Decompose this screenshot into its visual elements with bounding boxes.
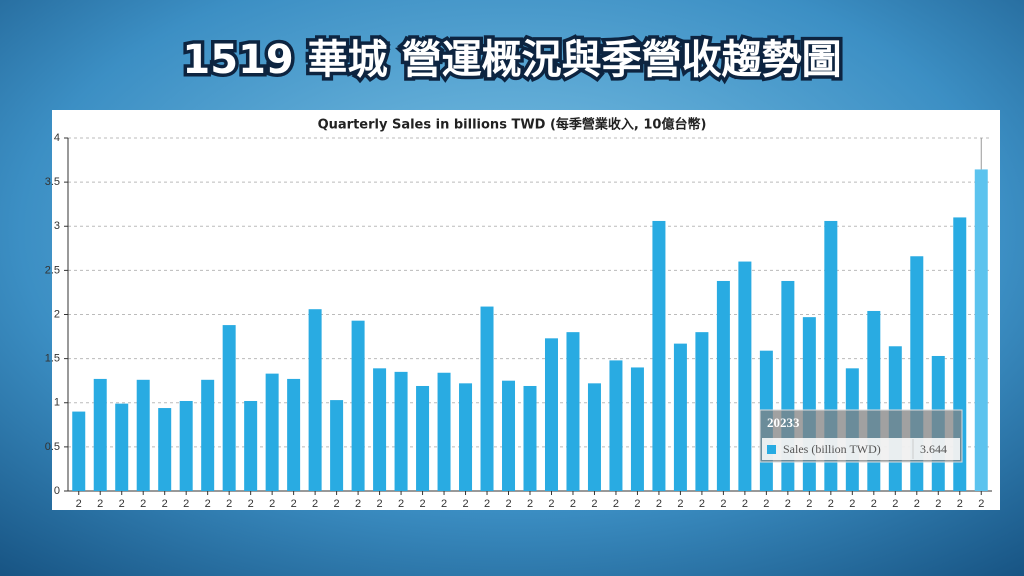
bar (974, 169, 988, 492)
x-tick-label: 2 (226, 498, 232, 510)
y-tick-label: 3.5 (45, 176, 60, 188)
bar (738, 261, 752, 491)
x-tick-label: 2 (119, 498, 125, 510)
bar (523, 385, 537, 491)
y-tick-label: 0.5 (45, 441, 60, 453)
bar (115, 403, 129, 491)
y-tick-label: 1 (54, 397, 60, 409)
x-tick-label: 2 (183, 498, 189, 510)
x-tick-label: 2 (377, 498, 383, 510)
bar (566, 332, 580, 491)
bar (308, 309, 322, 491)
x-tick-label: 2 (892, 498, 898, 510)
x-tick-label: 2 (462, 498, 468, 510)
bar (330, 400, 344, 491)
x-tick-label: 2 (162, 498, 168, 510)
x-tick-label: 2 (785, 498, 791, 510)
x-tick-label: 2 (978, 498, 984, 510)
bar (437, 372, 451, 491)
x-tick-label: 2 (398, 498, 404, 510)
x-tick-label: 2 (742, 498, 748, 510)
banner-title: 1519 華城 營運概況與季營收趨勢圖 (182, 37, 841, 83)
x-tick-label: 2 (763, 498, 769, 510)
bar (459, 383, 473, 491)
x-tick-label: 2 (613, 498, 619, 510)
bar (93, 378, 107, 491)
x-tick-label: 2 (935, 498, 941, 510)
tooltip-swatch (767, 445, 776, 454)
x-tick-label: 2 (806, 498, 812, 510)
bar (416, 385, 430, 491)
x-tick-label: 2 (656, 498, 662, 510)
bar (695, 332, 709, 491)
x-tick-label: 2 (957, 498, 963, 510)
x-tick-label: 2 (548, 498, 554, 510)
x-tick-label: 2 (484, 498, 490, 510)
x-tick-label: 2 (97, 498, 103, 510)
bar (244, 400, 258, 491)
x-tick-label: 2 (871, 498, 877, 510)
bar (630, 367, 644, 491)
bar (351, 320, 365, 491)
bar (673, 343, 687, 491)
x-tick-label: 2 (334, 498, 340, 510)
x-tick-label: 2 (441, 498, 447, 510)
x-tick-label: 2 (291, 498, 297, 510)
bar (502, 380, 516, 491)
tooltip-row (762, 438, 960, 460)
x-tick-label: 2 (849, 498, 855, 510)
bar (867, 310, 881, 491)
y-tick-label: 1.5 (45, 353, 60, 365)
bar (201, 379, 215, 491)
bar (287, 378, 301, 491)
bar (394, 371, 408, 491)
x-tick-label: 2 (720, 498, 726, 510)
x-tick-label: 2 (505, 498, 511, 510)
x-tick-label: 2 (76, 498, 82, 510)
bar (373, 368, 387, 491)
x-tick-label: 2 (699, 498, 705, 510)
bar (480, 306, 494, 491)
x-tick-label: 2 (570, 498, 576, 510)
bar (158, 408, 172, 491)
x-tick-label: 2 (677, 498, 683, 510)
tooltip-title: 20233 (767, 415, 800, 430)
x-tick-label: 2 (205, 498, 211, 510)
x-tick-label: 2 (591, 498, 597, 510)
x-tick-label: 2 (312, 498, 318, 510)
x-tick-label: 2 (527, 498, 533, 510)
x-tick-label: 2 (914, 498, 920, 510)
chart-title: Quarterly Sales in billions TWD (每季營業收入,… (318, 117, 707, 133)
x-tick-label: 2 (355, 498, 361, 510)
bar (716, 280, 730, 491)
bar (587, 383, 601, 491)
bar (179, 400, 193, 491)
bar (609, 360, 623, 491)
y-tick-label: 2 (54, 308, 60, 320)
tooltip-value: 3.644 (920, 442, 947, 456)
y-tick-label: 3 (54, 220, 60, 232)
x-tick-label: 2 (828, 498, 834, 510)
y-tick-label: 4 (54, 132, 60, 144)
tooltip-series-name: Sales (billion TWD) (783, 442, 881, 456)
bar (222, 325, 236, 491)
bar (136, 379, 150, 491)
x-tick-label: 2 (140, 498, 146, 510)
bar (652, 220, 666, 491)
bar (72, 411, 86, 491)
y-tick-label: 0 (54, 485, 60, 497)
x-tick-label: 2 (419, 498, 425, 510)
bar (802, 317, 816, 491)
bar (544, 338, 558, 491)
bar (265, 373, 279, 491)
x-tick-label: 2 (634, 498, 640, 510)
y-tick-label: 2.5 (45, 264, 60, 276)
x-tick-label: 2 (248, 498, 254, 510)
x-tick-label: 2 (269, 498, 275, 510)
